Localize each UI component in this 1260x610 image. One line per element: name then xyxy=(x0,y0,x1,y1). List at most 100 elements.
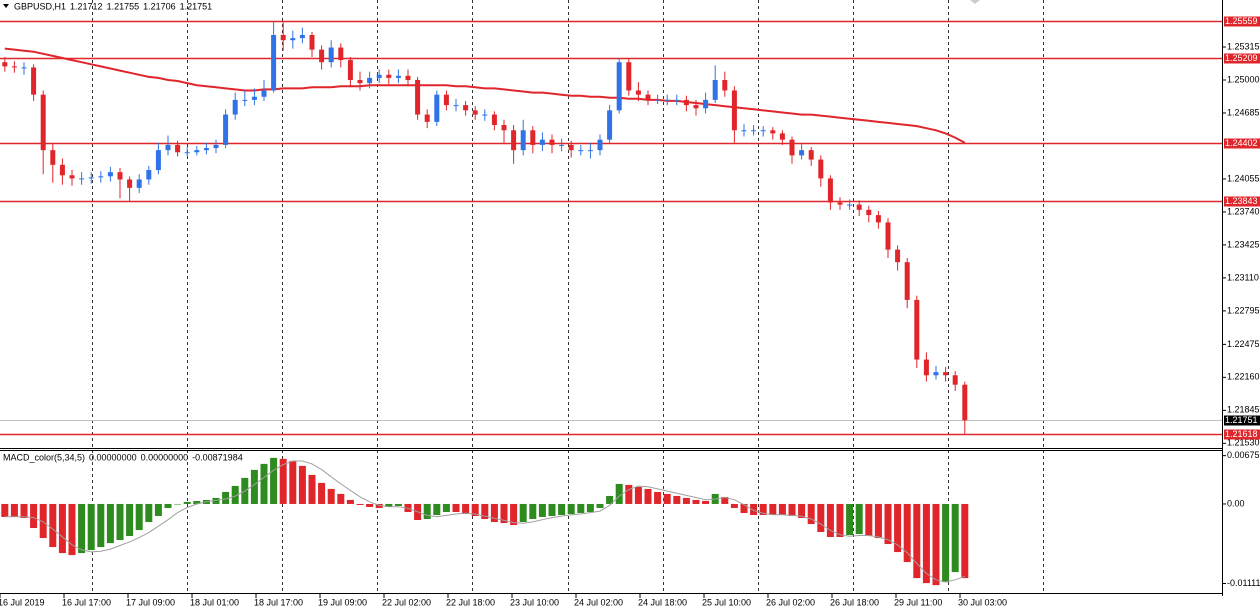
histogram-bar xyxy=(922,503,930,584)
histogram-bar xyxy=(942,503,950,583)
bar-low: 1.21706 xyxy=(143,1,176,11)
current-price-label: 1.21751 xyxy=(1225,415,1258,425)
histogram-bar xyxy=(644,488,652,504)
candle-body xyxy=(11,66,17,68)
candle-body xyxy=(933,372,939,376)
candle-body xyxy=(683,99,689,106)
candle-body xyxy=(79,178,85,180)
histogram-bar xyxy=(78,503,86,554)
candle-body xyxy=(251,96,257,100)
candle-body xyxy=(799,150,805,156)
moving-average xyxy=(4,47,966,144)
histogram-bar xyxy=(538,503,546,517)
y-tick-label: 1.24055 xyxy=(1227,173,1260,183)
histogram-bar xyxy=(346,499,354,504)
candle-body xyxy=(655,99,661,101)
candle-body xyxy=(674,99,680,101)
candle-body xyxy=(597,139,603,151)
histogram-bar xyxy=(58,503,66,554)
candle-body xyxy=(21,67,27,69)
candle-body xyxy=(885,222,891,250)
candle-body xyxy=(568,144,574,151)
x-tick-label: 24 Jul 18:00 xyxy=(638,597,687,607)
candle-body xyxy=(895,249,901,263)
histogram-bar xyxy=(500,503,508,524)
candle-body xyxy=(367,77,373,84)
histogram-bar xyxy=(106,503,114,544)
y-tick-label: 1.21845 xyxy=(1227,405,1260,415)
histogram-bar xyxy=(855,503,863,535)
histogram-bar xyxy=(750,503,758,515)
histogram-bar xyxy=(788,503,796,516)
candle-body xyxy=(299,34,305,39)
histogram-bar xyxy=(212,497,220,504)
candle-body xyxy=(520,130,526,151)
candle-body xyxy=(395,75,401,78)
candle-body xyxy=(155,150,161,171)
candle-body xyxy=(837,202,843,205)
candle-body xyxy=(827,178,833,203)
histogram-bar xyxy=(442,503,450,512)
candle-body xyxy=(59,164,65,176)
histogram-bar xyxy=(913,503,921,579)
y-tick-label: 1.24685 xyxy=(1227,107,1260,117)
x-tick-label: 30 Jul 03:00 xyxy=(958,597,1007,607)
histogram-bar xyxy=(903,503,911,563)
histogram-bar xyxy=(145,503,153,523)
y-tick-label: 1.23425 xyxy=(1227,239,1260,249)
histogram-bar xyxy=(596,503,604,508)
histogram-bar xyxy=(30,503,38,529)
level-label-bg xyxy=(1224,196,1260,207)
histogram-bar xyxy=(375,503,383,508)
candle-body xyxy=(491,114,497,126)
y-tick-label: 0.00675 xyxy=(1227,450,1260,460)
x-tick-label: 26 Jul 18:00 xyxy=(830,597,879,607)
candle-body xyxy=(424,114,430,122)
histogram-bar xyxy=(394,503,402,506)
histogram-bar xyxy=(183,501,191,504)
histogram-bar xyxy=(798,503,806,518)
histogram-bar xyxy=(164,503,172,508)
candle-body xyxy=(645,94,651,100)
histogram-bar xyxy=(894,503,902,553)
histogram-bar xyxy=(567,503,575,514)
candle-body xyxy=(789,139,795,156)
x-tick-label: 22 Jul 18:00 xyxy=(446,597,495,607)
candle-body xyxy=(328,47,334,63)
y-tick-label: 1.25000 xyxy=(1227,74,1260,84)
histogram-bar xyxy=(759,503,767,515)
histogram-bar xyxy=(740,503,748,513)
candle-body xyxy=(194,150,200,153)
histogram-bar xyxy=(673,495,681,504)
candle-body xyxy=(943,372,949,376)
collapse-icon[interactable] xyxy=(3,4,9,8)
histogram-bar xyxy=(558,503,566,515)
histogram-bar xyxy=(702,500,710,504)
candle-body xyxy=(818,159,824,179)
histogram-bar xyxy=(625,484,633,504)
candle-body xyxy=(213,144,219,149)
candle-body xyxy=(914,299,920,360)
candle-body xyxy=(578,150,584,152)
histogram-bar xyxy=(692,499,700,504)
candle-body xyxy=(847,204,853,206)
histogram-bar xyxy=(471,503,479,516)
histogram-bar xyxy=(778,503,786,515)
candle-body xyxy=(127,179,133,188)
y-tick-label: -0.01111 xyxy=(1227,578,1260,588)
histogram-bar xyxy=(634,486,642,504)
histogram-bar xyxy=(452,503,460,512)
x-tick-label: 29 Jul 11:00 xyxy=(894,597,942,607)
candle-body xyxy=(904,262,910,300)
candle-body xyxy=(40,94,46,151)
histogram-bar xyxy=(231,485,239,504)
histogram-bar xyxy=(260,463,268,504)
bar-open: 1.21712 xyxy=(70,1,103,11)
shift-marker[interactable] xyxy=(970,0,980,4)
indicator-title: MACD_color(5,34,5) xyxy=(3,452,85,462)
candle-body xyxy=(376,74,382,78)
candle-body xyxy=(559,144,565,146)
level-label: 1.24402 xyxy=(1225,138,1258,148)
histogram-bar xyxy=(721,496,729,504)
